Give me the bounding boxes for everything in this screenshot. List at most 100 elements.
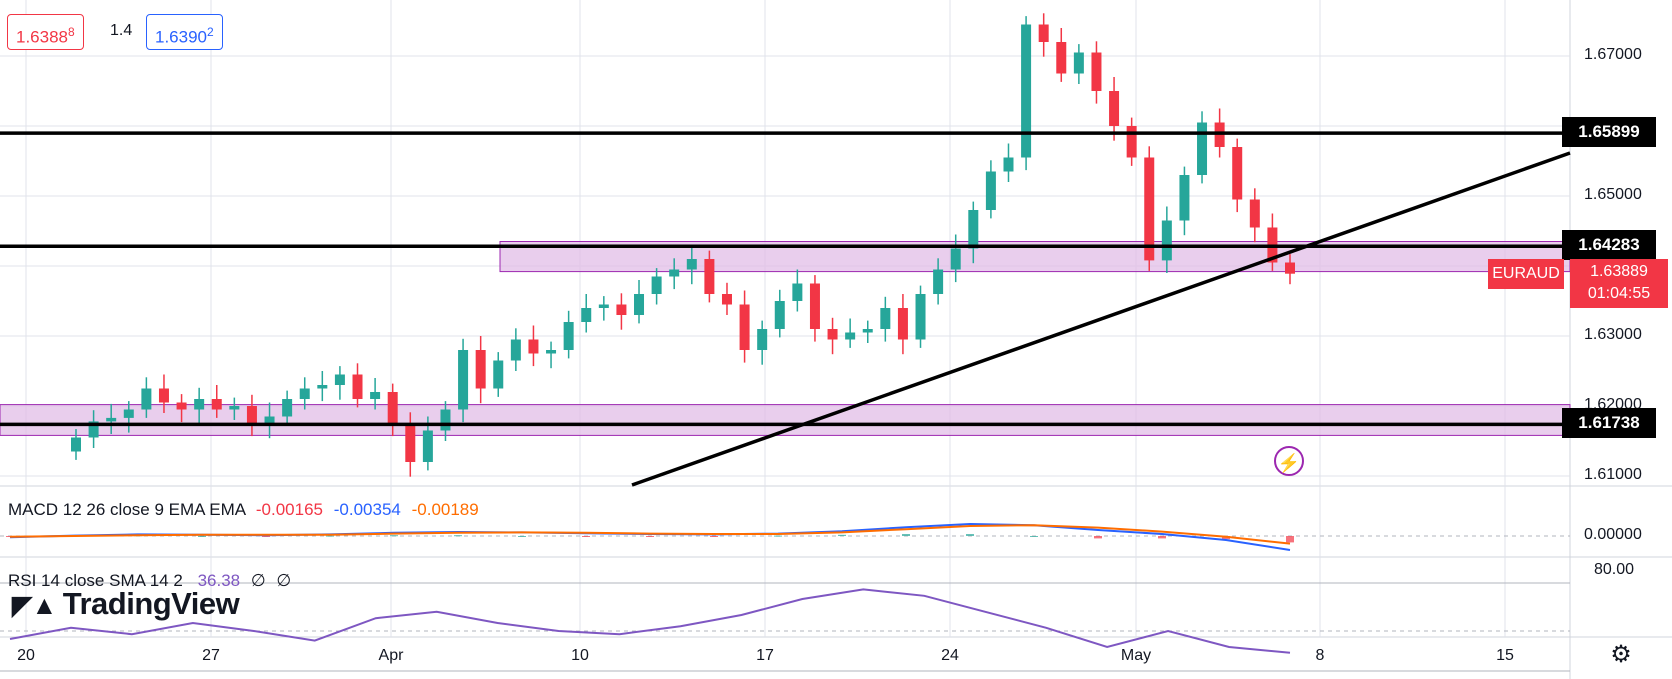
time-tick: Apr bbox=[378, 647, 404, 664]
candle-body bbox=[1232, 147, 1243, 200]
candle-body bbox=[299, 388, 310, 399]
candle-body bbox=[897, 308, 908, 340]
rsi-extra-2: ∅ bbox=[276, 571, 292, 590]
last-price: 1.63889 bbox=[1590, 263, 1648, 280]
candle-body bbox=[669, 269, 680, 277]
macd-histogram-bar bbox=[1286, 536, 1294, 543]
time-tick: 8 bbox=[1315, 647, 1325, 664]
candle-body bbox=[704, 259, 715, 294]
candle-body bbox=[440, 409, 451, 431]
candle-body bbox=[757, 329, 768, 350]
macd-histogram-bar bbox=[902, 534, 910, 536]
candle-body bbox=[1038, 24, 1049, 42]
candle-body bbox=[1021, 24, 1032, 158]
candle-body bbox=[1249, 199, 1260, 228]
level-tag-support: 1.61738 bbox=[1562, 408, 1656, 438]
rsi-title: RSI 14 close SMA 14 2 bbox=[8, 571, 183, 590]
tradingview-logo-icon: ◤▲ bbox=[12, 590, 57, 620]
candle-body bbox=[634, 294, 645, 315]
candle-body bbox=[546, 350, 557, 354]
candle-body bbox=[528, 339, 539, 354]
candle-body bbox=[598, 304, 609, 308]
candle-body bbox=[229, 406, 240, 410]
candle-body bbox=[176, 402, 187, 410]
candle-body bbox=[88, 421, 99, 438]
time-tick: 24 bbox=[941, 647, 959, 664]
price-tick: 1.61000 bbox=[1584, 466, 1642, 483]
macd-histogram-bar bbox=[838, 534, 846, 536]
candle-body bbox=[158, 388, 169, 403]
macd-axis-tick: 0.00000 bbox=[1584, 526, 1642, 543]
macd-signal-line bbox=[9, 524, 1291, 545]
candle-body bbox=[370, 392, 381, 399]
macd-histogram-bar bbox=[518, 536, 526, 537]
sell-price-button[interactable]: 1.63888 bbox=[7, 14, 84, 50]
candle-body bbox=[387, 392, 398, 424]
tradingview-logo[interactable]: ◤▲ TradingView bbox=[12, 586, 240, 622]
macd-histogram-bar bbox=[1094, 536, 1102, 539]
rsi-line bbox=[9, 588, 1291, 654]
candle-body bbox=[493, 360, 504, 389]
candle-body bbox=[334, 374, 345, 385]
buy-pip: 2 bbox=[207, 25, 214, 39]
candle-body bbox=[933, 269, 944, 294]
time-tick: 27 bbox=[202, 647, 220, 664]
candle-body bbox=[141, 388, 152, 410]
last-price-tag: 1.63889 01:04:55 bbox=[1570, 259, 1668, 308]
sell-pip: 8 bbox=[68, 25, 75, 39]
settings-gear-icon[interactable]: ⚙ bbox=[1610, 641, 1632, 668]
macd-histogram-bar bbox=[326, 535, 334, 537]
macd-histogram-bar bbox=[198, 536, 206, 537]
candle-body bbox=[422, 430, 433, 462]
macd-histogram-value: -0.00165 bbox=[255, 500, 324, 519]
candle-body bbox=[827, 329, 838, 340]
macd-histogram-bar bbox=[454, 535, 462, 537]
candle-body bbox=[71, 437, 81, 452]
rsi-legend[interactable]: RSI 14 close SMA 14 2 36.38 ∅ ∅ bbox=[8, 571, 291, 591]
candle-body bbox=[246, 406, 257, 424]
level-tag-resistance: 1.65899 bbox=[1562, 117, 1656, 147]
candle-body bbox=[317, 385, 328, 389]
macd-histogram-bar bbox=[390, 535, 398, 537]
candle-body bbox=[616, 304, 627, 315]
candle-body bbox=[1091, 52, 1102, 91]
candle-body bbox=[950, 248, 961, 270]
candle-body bbox=[845, 332, 856, 340]
macd-histogram-bar bbox=[262, 536, 270, 537]
candle-body bbox=[968, 210, 979, 249]
candle-body bbox=[1197, 122, 1208, 175]
rsi-extra-1: ∅ bbox=[250, 571, 266, 590]
macd-line-value: -0.00354 bbox=[333, 500, 401, 519]
flash-event-icon[interactable]: ⚡ bbox=[1274, 446, 1304, 476]
time-tick: 17 bbox=[756, 647, 774, 664]
candle-body bbox=[774, 301, 785, 329]
rsi-axis-tick: 80.00 bbox=[1594, 561, 1635, 578]
candle-body bbox=[194, 399, 205, 410]
bar-countdown: 01:04:55 bbox=[1587, 285, 1651, 302]
candle-body bbox=[739, 304, 750, 350]
candle-body bbox=[809, 283, 820, 329]
candle-body bbox=[1056, 42, 1067, 74]
logo-text: TradingView bbox=[62, 586, 240, 621]
candle-body bbox=[1179, 175, 1190, 221]
candle-body bbox=[563, 322, 574, 350]
spread-value: 1.4 bbox=[110, 22, 133, 39]
candle-body bbox=[1073, 52, 1084, 74]
candle-body bbox=[581, 308, 592, 322]
macd-histogram-bar bbox=[774, 535, 782, 537]
macd-legend[interactable]: MACD 12 26 close 9 EMA EMA -0.00165 -0.0… bbox=[8, 500, 479, 520]
macd-histogram-bar bbox=[1158, 536, 1166, 539]
candle-body bbox=[686, 259, 697, 270]
level-tag-middle: 1.64283 bbox=[1562, 230, 1656, 260]
time-tick: May bbox=[1120, 647, 1152, 664]
candle-body bbox=[510, 339, 521, 361]
candle-body bbox=[458, 350, 469, 410]
macd-histogram-bar bbox=[582, 536, 590, 537]
buy-price-button[interactable]: 1.63902 bbox=[146, 14, 223, 50]
candle-body bbox=[405, 423, 416, 462]
rsi-value: 36.38 bbox=[197, 571, 241, 590]
sell-price: 1.6388 bbox=[16, 27, 68, 47]
price-tick: 1.67000 bbox=[1584, 46, 1642, 63]
